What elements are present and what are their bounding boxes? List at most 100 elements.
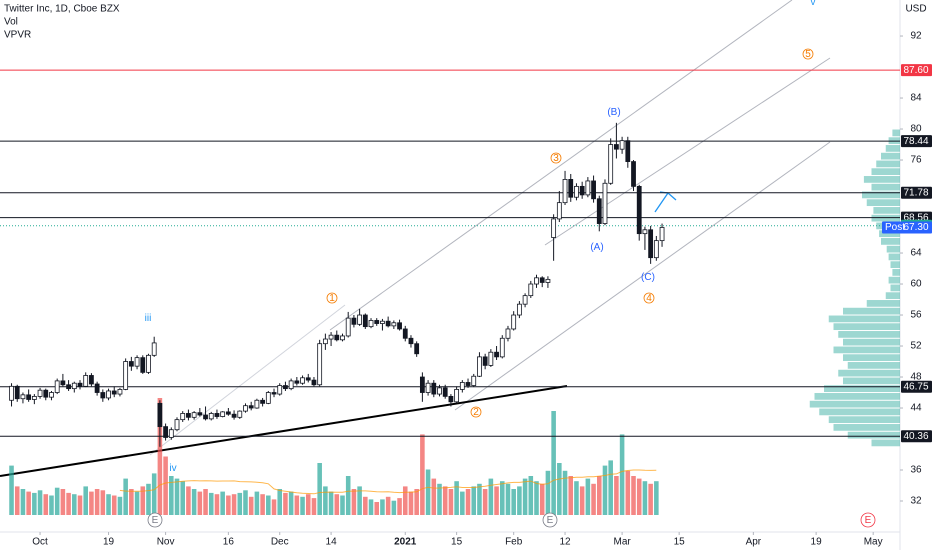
volume-bar (454, 481, 459, 515)
x-tick-label: 19 (811, 537, 823, 548)
vpvr-bar (871, 183, 900, 191)
candle-body (225, 411, 231, 415)
candle-body (659, 227, 665, 242)
candle-body (26, 394, 32, 400)
volume-bar (482, 489, 488, 515)
y-tick-label: 48 (910, 372, 922, 383)
candle-body (151, 342, 157, 356)
y-tick-label: 92 (910, 31, 922, 42)
candle-body (328, 334, 334, 340)
candle-body (539, 277, 545, 283)
vpvr-bar (833, 323, 900, 331)
wave-circle (550, 152, 562, 164)
candle-body (248, 405, 254, 409)
candle-body (340, 335, 345, 341)
volume-bar (357, 486, 362, 515)
vpvr-bar (888, 253, 900, 261)
vpvr-bar (886, 245, 900, 253)
candle-body (180, 413, 186, 421)
volume-bar (248, 496, 254, 515)
candle-body (488, 351, 494, 366)
candle-body (425, 382, 431, 393)
y-tick-label: 36 (910, 465, 922, 476)
candle-body (31, 395, 37, 400)
volume-bar (636, 478, 642, 515)
candle-body (391, 322, 397, 327)
vpvr-bar (866, 300, 900, 307)
candle-body (254, 399, 260, 409)
wave-label: (A) (590, 242, 603, 253)
level-label: 40.36 (903, 431, 928, 442)
candle-body (545, 278, 551, 283)
volume-bar (323, 486, 328, 515)
candle-body (174, 419, 180, 431)
wave-circle (802, 48, 814, 60)
channel-line (544, 57, 831, 246)
vpvr-bar (885, 292, 900, 300)
volume-bar (562, 470, 568, 515)
candle-body (322, 338, 328, 345)
volume-bar (499, 481, 505, 515)
volume-bar (129, 489, 134, 515)
candle-body (448, 395, 454, 403)
volume-bar (334, 494, 340, 515)
y-tick-label: 52 (910, 341, 922, 352)
candle-body (431, 382, 437, 395)
vpvr-bar (881, 152, 900, 160)
volume-bar (408, 491, 414, 515)
volume-bar (517, 486, 522, 515)
event-circle (542, 512, 558, 528)
volume-bar (642, 481, 648, 515)
level-label: 87.60 (903, 65, 928, 76)
wave-circle (326, 292, 338, 304)
vpvr-bar (888, 276, 900, 284)
volume-bar (134, 491, 140, 515)
x-tick-label: May (864, 537, 883, 548)
x-tick-label: 12 (559, 537, 571, 548)
volume-bar (465, 489, 471, 515)
candle-body (534, 277, 539, 285)
volume-bar (311, 498, 317, 515)
volume-bar (545, 470, 551, 515)
candle-body (465, 382, 471, 386)
event-label: E (547, 515, 554, 526)
volume-bar (186, 486, 191, 515)
volume-bar (522, 478, 528, 515)
volume-bar (89, 491, 94, 515)
volume-bar (191, 489, 197, 515)
candle-body (71, 382, 77, 390)
volume-bar (208, 492, 214, 515)
volume-bar (368, 499, 374, 515)
volume-bar (431, 478, 437, 515)
volume-bar (271, 499, 277, 515)
wave-label: iv (169, 463, 176, 474)
candle-body (83, 375, 89, 387)
volume-bar (288, 491, 294, 515)
vpvr-bar (828, 416, 900, 424)
volume-bar (151, 473, 157, 515)
candle-body (516, 303, 522, 316)
level-label: 78.44 (903, 136, 928, 147)
channel-line (454, 141, 831, 411)
candle-body (574, 185, 579, 198)
volume-bar (568, 476, 574, 515)
post-tag (882, 221, 932, 234)
candle-body (499, 337, 505, 358)
candle-body (625, 140, 631, 162)
candle-body (94, 383, 100, 393)
volume-bar (37, 490, 43, 515)
volume-bar (243, 490, 248, 515)
candle-body (596, 198, 602, 224)
volume-bar (169, 476, 174, 515)
volume-bar (77, 495, 83, 515)
vpvr-bar (833, 424, 900, 431)
vpvr-bar (847, 431, 900, 439)
volume-bar (340, 495, 345, 515)
volume-bar (557, 463, 562, 515)
vpvr-bar (892, 269, 900, 276)
volume-bar (106, 494, 111, 515)
candle-body (77, 382, 83, 387)
candle-body (471, 375, 477, 386)
volume-bar (425, 469, 431, 515)
volume-bar (511, 489, 516, 515)
